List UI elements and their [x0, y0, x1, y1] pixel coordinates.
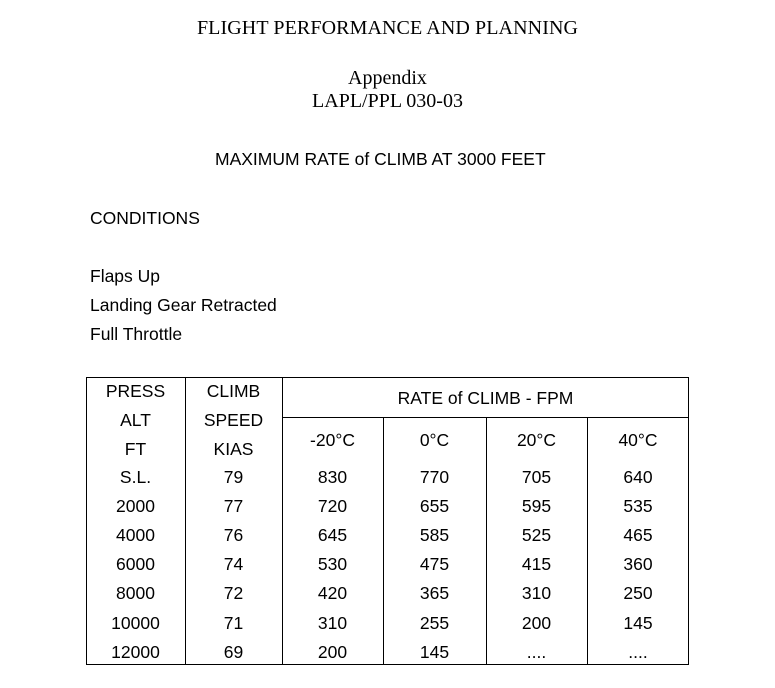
header-climb: CLIMB	[206, 381, 261, 401]
conditions-heading: CONDITIONS	[90, 208, 200, 228]
climb-speed-cell: 77	[223, 496, 244, 516]
roc-40-cell: 145	[623, 613, 653, 633]
header-rate-of-climb: RATE of CLIMB - FPM	[397, 388, 574, 408]
roc-20-cell: 595	[521, 496, 552, 516]
condition-item: Landing Gear Retracted	[90, 295, 277, 315]
press-alt-cell: 2000	[116, 496, 155, 516]
group-header-divider	[282, 417, 689, 418]
column-divider	[282, 377, 283, 665]
header-temp-minus-20: -20°C	[310, 430, 355, 450]
table-title: MAXIMUM RATE of CLIMB AT 3000 FEET	[215, 149, 546, 169]
table-border-left	[86, 377, 87, 665]
condition-item: Full Throttle	[90, 324, 183, 344]
rate-of-climb-table: PRESS ALT FT CLIMB SPEED KIAS RATE of CL…	[86, 377, 689, 665]
roc-minus-20-cell: 200	[317, 642, 348, 662]
header-press: PRESS	[105, 381, 166, 401]
table-border-right	[688, 377, 689, 665]
header-speed: SPEED	[203, 410, 264, 430]
roc-minus-20-cell: 420	[317, 583, 348, 603]
roc-20-cell: 415	[521, 554, 552, 574]
roc-0-cell: 655	[419, 496, 450, 516]
header-temp-0: 0°C	[419, 430, 450, 450]
column-divider	[587, 417, 588, 665]
roc-40-cell: 465	[623, 525, 653, 545]
roc-20-cell: ....	[526, 642, 547, 662]
header-ft: FT	[124, 439, 147, 459]
roc-0-cell: 585	[419, 525, 450, 545]
press-alt-cell: 8000	[116, 583, 155, 603]
climb-speed-cell: 79	[223, 467, 244, 487]
document-title: FLIGHT PERFORMANCE AND PLANNING	[196, 17, 579, 39]
roc-0-cell: 365	[419, 583, 450, 603]
column-divider	[185, 377, 186, 665]
document-reference: LAPL/PPL 030-03	[312, 90, 463, 112]
roc-40-cell: 640	[623, 467, 653, 487]
header-temp-40: 40°C	[618, 430, 658, 450]
roc-40-cell: 535	[623, 496, 653, 516]
roc-minus-20-cell: 645	[317, 525, 348, 545]
climb-speed-cell: 69	[223, 642, 244, 662]
table-border-bottom	[86, 664, 689, 665]
roc-40-cell: ....	[628, 642, 648, 662]
roc-20-cell: 200	[521, 613, 552, 633]
climb-speed-cell: 76	[223, 525, 244, 545]
roc-minus-20-cell: 530	[317, 554, 348, 574]
header-kias: KIAS	[213, 439, 254, 459]
roc-0-cell: 770	[419, 467, 450, 487]
press-alt-cell: S.L.	[119, 467, 152, 487]
appendix-label: Appendix	[348, 67, 427, 89]
table-border-top	[86, 377, 689, 378]
header-alt: ALT	[120, 410, 151, 430]
column-divider	[383, 417, 384, 665]
roc-20-cell: 310	[521, 583, 552, 603]
column-divider	[486, 417, 487, 665]
roc-40-cell: 360	[623, 554, 653, 574]
press-alt-cell: 6000	[116, 554, 155, 574]
roc-minus-20-cell: 830	[317, 467, 348, 487]
roc-20-cell: 705	[521, 467, 552, 487]
climb-speed-cell: 74	[223, 554, 244, 574]
roc-40-cell: 250	[623, 583, 653, 603]
roc-0-cell: 475	[419, 554, 450, 574]
climb-speed-cell: 72	[223, 583, 244, 603]
condition-item: Flaps Up	[90, 266, 161, 286]
press-alt-cell: 12000	[111, 642, 160, 662]
header-temp-20: 20°C	[516, 430, 557, 450]
press-alt-cell: 4000	[116, 525, 155, 545]
roc-0-cell: 145	[419, 642, 450, 662]
climb-speed-cell: 71	[223, 613, 244, 633]
roc-minus-20-cell: 310	[317, 613, 348, 633]
roc-minus-20-cell: 720	[317, 496, 348, 516]
press-alt-cell: 10000	[111, 613, 160, 633]
roc-0-cell: 255	[419, 613, 450, 633]
roc-20-cell: 525	[521, 525, 552, 545]
